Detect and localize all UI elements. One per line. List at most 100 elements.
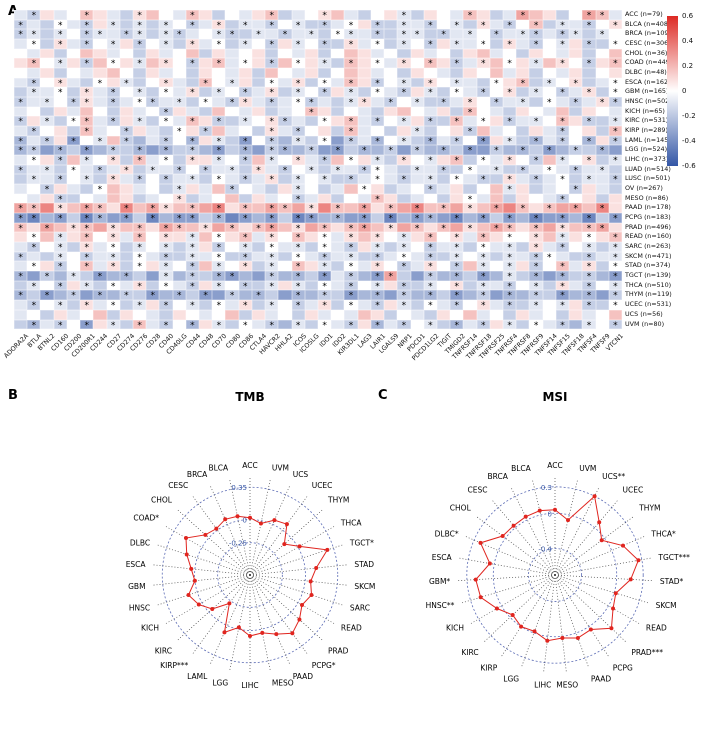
- heatmap-cell: *: [436, 222, 451, 233]
- heatmap-cell: [291, 116, 305, 127]
- heatmap-cell: [569, 261, 583, 272]
- heatmap-cell: [27, 309, 41, 320]
- heatmap-cell: *: [317, 222, 332, 233]
- heatmap-cell: [436, 87, 451, 98]
- heatmap-cell: [542, 155, 556, 165]
- heatmap-cell: *: [344, 232, 358, 243]
- heatmap-cell: [40, 193, 54, 204]
- heatmap-cell: [291, 10, 305, 20]
- radar-axis-label: DLBC: [130, 539, 150, 548]
- heatmap-cell: *: [265, 10, 279, 20]
- heatmap-cell: [595, 116, 609, 127]
- radar-axis-label: PRAD: [328, 646, 349, 655]
- heatmap-cell: [542, 309, 556, 320]
- heatmap-cell: *: [370, 29, 385, 40]
- heatmap-row-label: HNSC (n=502): [625, 97, 672, 106]
- heatmap-cell: *: [159, 155, 173, 165]
- heatmap-cell: [542, 29, 556, 40]
- heatmap-cell: [384, 48, 398, 59]
- heatmap-cell: [132, 271, 147, 281]
- heatmap-row-label: TGCT (n=139): [625, 271, 671, 280]
- heatmap-cell: *: [53, 58, 67, 69]
- heatmap-cell: [595, 271, 609, 281]
- heatmap-cell: *: [529, 251, 543, 262]
- heatmap-cell: *: [410, 29, 424, 40]
- heatmap-cell: *: [436, 145, 451, 156]
- heatmap-cell: [66, 193, 81, 204]
- heatmap-cell: *: [119, 164, 133, 175]
- heatmap-cell: *: [212, 155, 226, 165]
- heatmap-cell: *: [344, 319, 358, 330]
- heatmap-cell: [344, 68, 358, 78]
- heatmap-cell: [251, 251, 266, 262]
- heatmap-cell: *: [317, 39, 332, 49]
- heatmap-cell: *: [40, 290, 54, 301]
- heatmap-cell: [106, 106, 120, 117]
- heatmap-cell: [146, 193, 160, 204]
- heatmap-cell: *: [503, 290, 517, 301]
- heatmap-cell: [450, 48, 464, 59]
- heatmap-cell: [199, 251, 213, 262]
- heatmap-cell: [476, 184, 490, 194]
- heatmap-cell: [357, 19, 371, 30]
- heatmap-cell: *: [503, 184, 517, 194]
- heatmap-cell: [463, 58, 477, 69]
- heatmap-cell: *: [582, 87, 596, 98]
- heatmap-cell: *: [423, 271, 437, 281]
- heatmap-cell: [569, 106, 583, 117]
- heatmap-cell: [476, 126, 490, 136]
- heatmap-cell: [291, 145, 305, 156]
- heatmap-cell: [93, 68, 107, 78]
- heatmap-cell: [93, 126, 107, 136]
- heatmap-cell: [436, 309, 451, 320]
- heatmap-cell: [384, 290, 398, 301]
- heatmap-cell: [357, 242, 371, 252]
- heatmap-cell: [212, 106, 226, 117]
- heatmap-cell: [463, 213, 477, 223]
- heatmap-cell: *: [608, 126, 622, 136]
- heatmap-cell: [384, 10, 398, 20]
- heatmap-cell: [608, 184, 622, 194]
- heatmap-cell: *: [582, 232, 596, 243]
- heatmap-cell: [304, 77, 318, 88]
- heatmap-cell: [397, 145, 411, 156]
- heatmap-row-label: COAD (n=449): [625, 58, 673, 67]
- heatmap-cell: *: [106, 116, 120, 127]
- heatmap-cell: [225, 126, 239, 136]
- heatmap-cell: *: [423, 116, 437, 127]
- heatmap-cell: [476, 10, 490, 20]
- heatmap-cell: [410, 116, 424, 127]
- heatmap-cell: [53, 106, 67, 117]
- heatmap-cell: [608, 309, 622, 320]
- heatmap-cell: *: [159, 116, 173, 127]
- heatmap-cell: [225, 135, 239, 146]
- heatmap-cell: [436, 290, 451, 301]
- heatmap-cell: *: [344, 242, 358, 252]
- heatmap-cell: [251, 10, 266, 20]
- heatmap-cell: [27, 19, 41, 30]
- heatmap-cell: [529, 10, 543, 20]
- heatmap-cell: *: [331, 29, 345, 40]
- heatmap-cell: *: [503, 39, 517, 49]
- heatmap-cell: [331, 19, 345, 30]
- heatmap-cell: *: [53, 29, 67, 40]
- heatmap-cell: [489, 68, 504, 78]
- heatmap-cell: *: [476, 135, 490, 146]
- heatmap-cell: [238, 193, 252, 204]
- heatmap-cell: [450, 184, 464, 194]
- radar-tick-label: 0: [548, 510, 552, 518]
- heatmap-cell: [384, 164, 398, 175]
- heatmap-cell: [410, 135, 424, 146]
- radar-spoke: [249, 496, 308, 576]
- heatmap-cell: [582, 184, 596, 194]
- heatmap-cell: [423, 309, 437, 320]
- heatmap-cell: [344, 145, 358, 156]
- radar-spoke: [458, 574, 556, 581]
- heatmap-cell: [436, 77, 451, 88]
- radar-spoke: [165, 526, 251, 576]
- heatmap-cell: *: [304, 164, 318, 175]
- radar-spoke: [465, 536, 556, 576]
- heatmap-cell: [344, 164, 358, 175]
- heatmap-cell: [238, 184, 252, 194]
- heatmap-cell: [489, 126, 504, 136]
